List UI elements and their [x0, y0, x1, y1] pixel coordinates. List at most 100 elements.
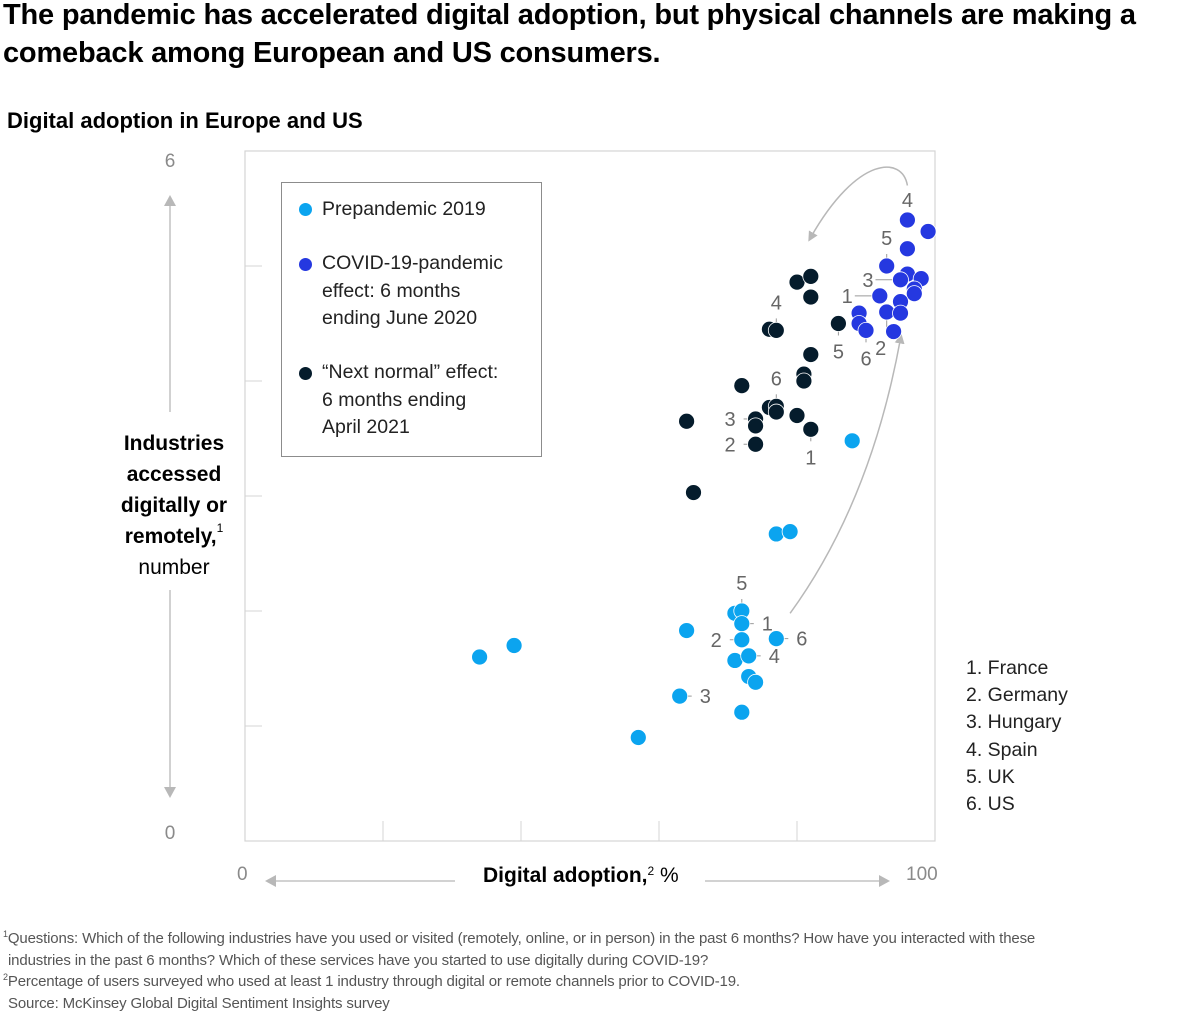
arrow-covid-to-next-normal — [808, 166, 909, 242]
country-number-label: 6 — [796, 629, 807, 651]
legend-text: April 2021 — [322, 416, 410, 438]
country-number-label: 1 — [762, 614, 773, 636]
data-point-next-normal — [802, 346, 820, 363]
x-axis-label-text: Digital adoption, — [483, 864, 648, 887]
country-key-item: 6. US — [966, 793, 1015, 816]
country-number-label: 2 — [711, 630, 722, 652]
headline: The pandemic has accelerated digital ado… — [3, 0, 1136, 69]
y-axis-label-text: Industries accessed digitally or remotel… — [120, 432, 228, 548]
country-number-label: 3 — [700, 686, 711, 708]
data-point-prepandemic — [767, 630, 785, 647]
data-point-prepandemic — [733, 703, 751, 721]
legend-item-prepandemic: Prepandemic 2019 — [322, 196, 537, 224]
footnote-2: 2Percentage of users surveyed who used a… — [3, 971, 1198, 993]
legend-text: 6 months ending — [322, 388, 467, 411]
data-point-next-normal — [795, 372, 813, 390]
country-number-label: 5 — [881, 228, 892, 250]
footnote-2-text: Percentage of users surveyed who used at… — [7, 973, 740, 990]
data-point-covid — [905, 285, 923, 303]
country-number-label: 2 — [875, 338, 886, 360]
data-point-prepandemic — [733, 631, 751, 649]
legend-text: COVID-19-pandemic — [322, 252, 503, 274]
arrow-prepandemic-to-covid — [789, 333, 905, 614]
footnotes: 1Questions: Which of the following indus… — [3, 928, 1198, 1014]
country-key: 1. France 2. Germany 3. Hungary 4. Spain… — [966, 655, 1068, 818]
x-axis-footnote-ref: 2 — [647, 864, 655, 878]
data-point-covid — [871, 287, 889, 305]
legend-dot-prepandemic — [299, 203, 312, 216]
y-tick-max: 6 — [164, 151, 176, 172]
footnote-1-marker: 1 — [3, 929, 8, 939]
country-number-label: 4 — [902, 190, 913, 212]
data-point-next-normal — [767, 403, 785, 421]
footnote-1: 1Questions: Which of the following indus… — [3, 928, 1198, 950]
y-axis-label: Industries accessed digitally or remotel… — [100, 428, 248, 583]
country-number-label: 1 — [805, 447, 816, 469]
country-key-item: 2. Germany — [966, 684, 1068, 707]
data-point-prepandemic — [505, 637, 523, 654]
x-axis-arrow-left-icon — [265, 875, 276, 887]
chart-subtitle: Digital adoption in Europe and US — [7, 108, 363, 133]
country-number-label: 4 — [769, 646, 780, 668]
data-point-next-normal — [788, 407, 806, 424]
legend-dot-next-normal — [299, 367, 312, 380]
data-point-next-normal — [733, 377, 751, 395]
data-point-prepandemic — [747, 673, 764, 691]
legend-item-covid: COVID-19-pandemic effect: 6 months endin… — [322, 250, 537, 333]
legend-item-next-normal: “Next normal” effect: 6 months ending Ap… — [322, 359, 537, 442]
data-point-next-normal — [747, 417, 764, 435]
data-point-next-normal — [830, 315, 847, 332]
legend-text: effect: 6 months — [322, 279, 461, 302]
data-point-covid — [885, 323, 902, 340]
data-point-prepandemic — [671, 687, 689, 705]
data-point-covid — [878, 257, 896, 275]
country-key-item: 4. Spain — [966, 738, 1038, 761]
y-axis-arrow-down-icon — [164, 787, 176, 798]
data-point-covid — [899, 211, 916, 229]
country-number-label: 4 — [771, 292, 782, 314]
legend-dot-covid — [299, 258, 312, 271]
data-point-prepandemic — [781, 523, 799, 541]
x-tick-min: 0 — [237, 864, 248, 885]
data-point-prepandemic — [767, 525, 785, 543]
y-tick-min: 0 — [164, 823, 176, 844]
country-number-label: 5 — [736, 573, 747, 595]
legend-text: “Next normal” effect: — [322, 361, 499, 383]
country-number-label: 6 — [771, 368, 782, 390]
data-point-prepandemic — [733, 615, 751, 633]
footnote-2-marker: 2 — [3, 972, 8, 982]
data-point-prepandemic — [843, 432, 861, 450]
footnote-1-continued: industries in the past 6 months? Which o… — [8, 951, 709, 969]
y-axis-unit: number — [138, 556, 210, 579]
data-point-covid — [899, 240, 916, 258]
country-number-label: 3 — [862, 270, 873, 292]
data-point-next-normal — [685, 484, 702, 501]
data-point-covid — [892, 271, 909, 289]
country-key-item: 3. Hungary — [966, 711, 1062, 734]
x-tick-max: 100 — [906, 864, 938, 885]
data-point-prepandemic — [629, 729, 647, 746]
data-point-prepandemic — [740, 647, 758, 665]
data-point-next-normal — [802, 420, 820, 438]
data-point-covid — [919, 223, 937, 240]
x-axis-unit: % — [660, 864, 679, 887]
x-axis-label: Digital adoption,2 % — [483, 864, 679, 888]
footnote-1-text: Questions: Which of the following indust… — [7, 930, 1036, 947]
data-point-covid — [857, 321, 875, 339]
country-number-label: 5 — [833, 342, 844, 364]
data-point-prepandemic — [471, 648, 489, 666]
legend-text: Prepandemic 2019 — [322, 198, 486, 220]
data-point-next-normal — [767, 321, 785, 339]
data-point-next-normal — [747, 435, 764, 453]
country-number-label: 6 — [860, 348, 871, 370]
country-key-item: 1. France — [966, 657, 1049, 679]
legend: Prepandemic 2019 COVID-19-pandemic effec… — [281, 182, 542, 457]
data-point-next-normal — [802, 288, 820, 306]
data-point-next-normal — [802, 267, 820, 285]
country-number-label: 1 — [842, 286, 853, 308]
data-point-prepandemic — [678, 622, 695, 639]
y-axis-footnote-ref: 1 — [216, 521, 224, 535]
source-note: Source: McKinsey Global Digital Sentimen… — [8, 994, 390, 1012]
country-number-label: 3 — [724, 409, 735, 431]
